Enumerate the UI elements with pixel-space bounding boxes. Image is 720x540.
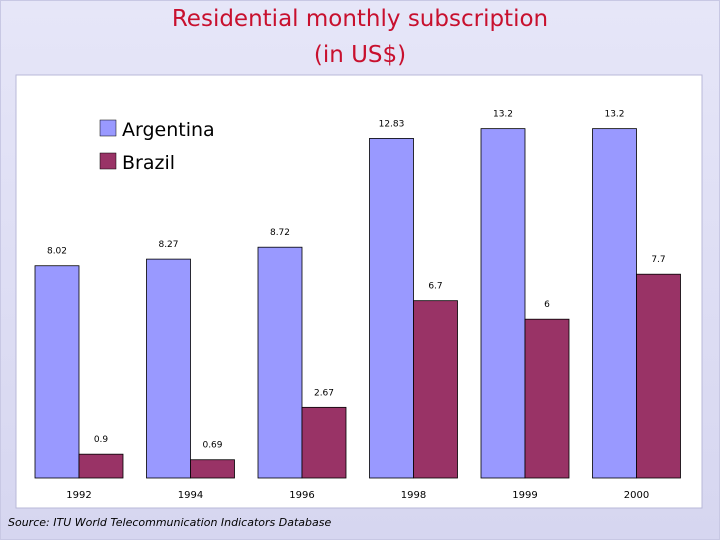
source-note: Source: ITU World Telecommunication Indi… <box>8 516 332 529</box>
data-label-argentina-1999: 13.2 <box>493 110 513 120</box>
bar-brazil-1999 <box>524 318 570 479</box>
x-tick-2000: 2000 <box>624 490 649 501</box>
bar-brazil-1992 <box>78 453 124 479</box>
data-label-argentina-1998: 12.83 <box>379 119 405 129</box>
chart-title-line-2: (in US$) <box>313 42 407 68</box>
legend-label-brazil: Brazil <box>122 152 175 174</box>
data-label-argentina-1996: 8.72 <box>270 228 290 238</box>
bars-layer: 8.02 0.9 1992 8.27 0.69 1994 8.72 2.67 1996 12.83… <box>34 110 681 501</box>
data-label-argentina-1994: 8.27 <box>158 240 178 250</box>
x-tick-1998: 1998 <box>401 490 426 501</box>
x-tick-1999: 1999 <box>512 490 537 501</box>
x-tick-1992: 1992 <box>66 490 91 501</box>
data-label-brazil-2000: 7.7 <box>651 255 665 265</box>
x-tick-1996: 1996 <box>289 490 314 501</box>
data-label-brazil-1994: 0.69 <box>202 441 222 451</box>
plot-area <box>15 74 703 509</box>
legend-label-argentina: Argentina <box>122 119 215 141</box>
legend-swatch-brazil <box>99 152 117 170</box>
bar-argentina-1998 <box>369 138 414 479</box>
bar-argentina-2000 <box>592 128 637 479</box>
data-label-argentina-2000: 13.2 <box>604 110 624 120</box>
legend-swatch-argentina <box>99 119 117 137</box>
bar-argentina-1996 <box>257 246 303 479</box>
data-label-brazil-1992: 0.9 <box>94 435 109 445</box>
data-label-brazil-1998: 6.7 <box>428 282 442 292</box>
bar-brazil-2000 <box>636 273 681 479</box>
data-label-brazil-1996: 2.67 <box>314 388 334 398</box>
bar-argentina-1992 <box>34 265 80 479</box>
x-tick-1994: 1994 <box>178 490 203 501</box>
bar-argentina-1999 <box>480 128 526 479</box>
data-label-brazil-1999: 6 <box>544 300 550 310</box>
bar-brazil-1996 <box>301 406 347 479</box>
bar-argentina-1994 <box>146 258 191 479</box>
bar-brazil-1998 <box>413 300 458 479</box>
bar-brazil-1994 <box>190 459 235 479</box>
legend: Argentina Brazil <box>99 119 215 174</box>
data-label-argentina-1992: 8.02 <box>47 247 67 257</box>
chart-title-line-1: Residential monthly subscription <box>171 6 549 32</box>
